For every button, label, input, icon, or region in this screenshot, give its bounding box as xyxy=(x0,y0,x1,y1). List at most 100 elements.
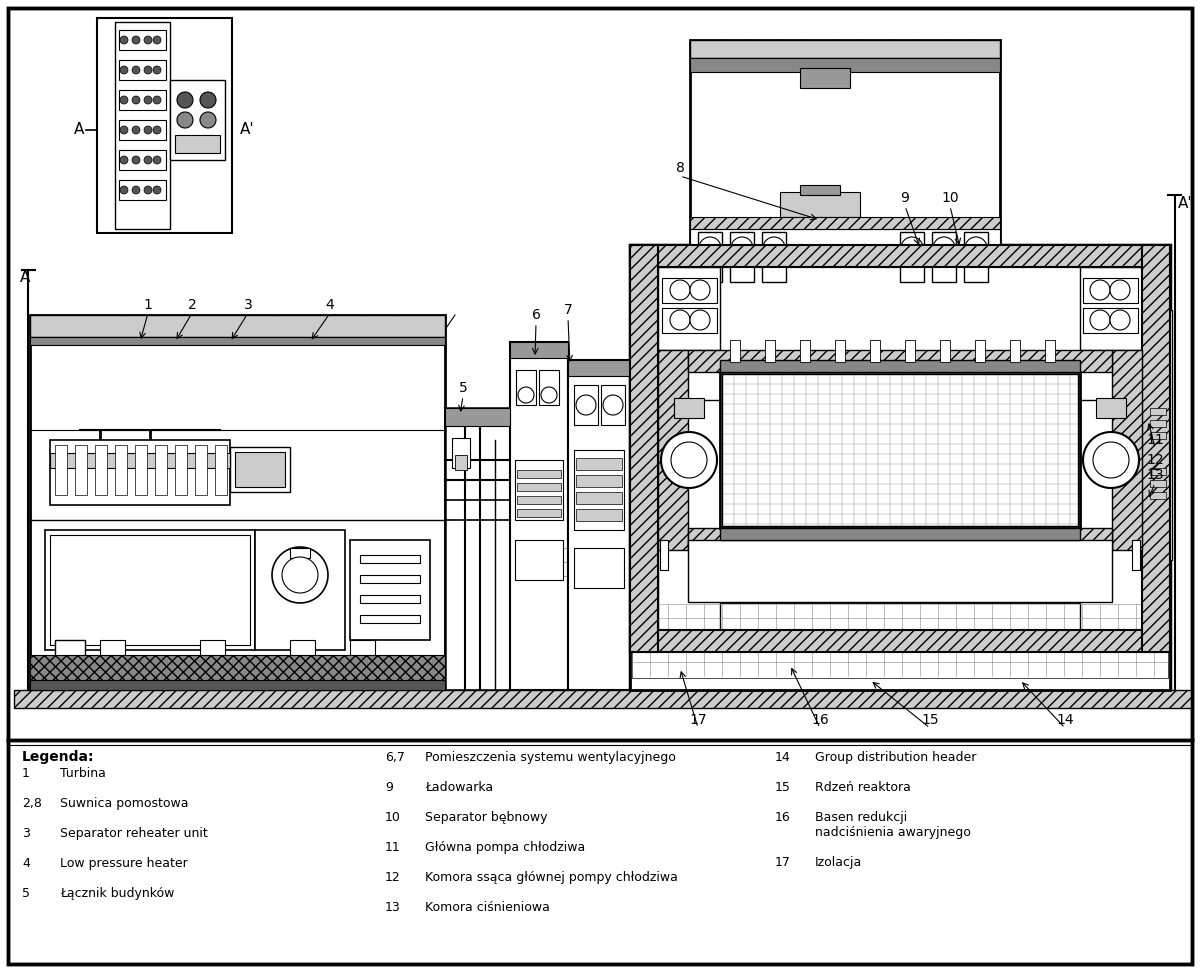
Bar xyxy=(568,360,630,690)
Polygon shape xyxy=(178,112,193,128)
Bar xyxy=(350,540,430,640)
Bar xyxy=(630,245,658,652)
Text: 1: 1 xyxy=(22,767,30,780)
Text: 10: 10 xyxy=(941,191,959,205)
Bar xyxy=(50,535,250,645)
Polygon shape xyxy=(541,387,557,403)
Bar xyxy=(50,440,230,505)
Polygon shape xyxy=(120,66,128,74)
Bar xyxy=(720,528,1080,540)
Text: 16: 16 xyxy=(811,713,829,727)
Bar xyxy=(452,438,470,468)
Bar xyxy=(445,408,510,426)
Bar xyxy=(155,445,167,495)
Text: 12: 12 xyxy=(385,871,401,884)
Polygon shape xyxy=(154,66,161,74)
Bar xyxy=(119,90,166,110)
Bar xyxy=(870,340,880,362)
Bar xyxy=(200,640,226,675)
Polygon shape xyxy=(144,96,152,104)
Bar xyxy=(576,509,622,521)
Text: Basen redukcji: Basen redukcji xyxy=(815,811,907,823)
Polygon shape xyxy=(272,547,328,603)
Bar xyxy=(46,530,256,650)
Bar xyxy=(1080,400,1142,630)
Polygon shape xyxy=(671,442,707,478)
Text: Suwnica pomostowa: Suwnica pomostowa xyxy=(60,796,188,810)
Bar xyxy=(800,68,850,88)
Text: Low pressure heater: Low pressure heater xyxy=(60,856,187,870)
Polygon shape xyxy=(120,186,128,194)
Bar xyxy=(119,150,166,170)
Text: 13: 13 xyxy=(385,900,401,914)
Text: nadciśnienia awaryjnego: nadciśnienia awaryjnego xyxy=(815,825,971,839)
Text: Turbina: Turbina xyxy=(60,767,106,780)
Bar xyxy=(688,350,1112,372)
Bar xyxy=(720,360,1080,372)
Bar xyxy=(30,680,445,690)
Polygon shape xyxy=(934,237,955,259)
Bar xyxy=(568,360,630,376)
Bar xyxy=(194,445,208,495)
Text: 3: 3 xyxy=(22,826,30,840)
Polygon shape xyxy=(731,237,754,259)
Text: 10: 10 xyxy=(385,811,401,823)
Bar xyxy=(780,192,860,217)
Polygon shape xyxy=(154,186,161,194)
Bar xyxy=(932,232,956,282)
Bar xyxy=(517,509,562,517)
Bar xyxy=(576,475,622,487)
Bar xyxy=(576,458,622,470)
Bar xyxy=(690,217,1000,229)
Bar xyxy=(350,640,374,675)
Text: A': A' xyxy=(1178,195,1193,211)
Bar xyxy=(256,530,346,650)
Bar xyxy=(674,398,704,418)
Polygon shape xyxy=(132,126,140,134)
Bar xyxy=(1132,540,1140,570)
Polygon shape xyxy=(901,237,923,259)
Bar xyxy=(1080,267,1142,350)
Bar xyxy=(630,630,1170,652)
Polygon shape xyxy=(1110,310,1130,330)
Bar xyxy=(455,455,467,470)
Text: Separator bębnowy: Separator bębnowy xyxy=(425,811,547,823)
Bar xyxy=(55,445,67,495)
Polygon shape xyxy=(120,36,128,44)
Polygon shape xyxy=(178,92,193,108)
Bar xyxy=(658,267,1142,630)
Bar xyxy=(115,445,127,495)
Bar xyxy=(1150,468,1166,475)
Bar xyxy=(515,460,563,520)
Polygon shape xyxy=(144,66,152,74)
Bar xyxy=(688,540,1112,602)
Bar xyxy=(1084,308,1138,333)
Bar xyxy=(1150,408,1166,415)
Bar xyxy=(800,340,810,362)
Polygon shape xyxy=(144,126,152,134)
Bar xyxy=(445,408,510,690)
Bar xyxy=(660,540,668,570)
Bar xyxy=(100,640,125,675)
Polygon shape xyxy=(661,432,718,488)
Bar xyxy=(30,655,445,680)
Bar xyxy=(170,80,226,160)
Bar xyxy=(1142,245,1170,652)
Bar xyxy=(1150,432,1166,439)
Bar xyxy=(1096,398,1126,418)
Bar xyxy=(134,445,148,495)
Bar xyxy=(175,135,220,153)
Bar xyxy=(940,340,950,362)
Bar xyxy=(360,555,420,563)
Text: 11: 11 xyxy=(1146,433,1164,447)
Bar xyxy=(360,575,420,583)
Polygon shape xyxy=(576,395,596,415)
Bar xyxy=(517,496,562,504)
Text: 2,8: 2,8 xyxy=(22,796,42,810)
Bar xyxy=(800,185,840,195)
Bar xyxy=(290,640,314,675)
Polygon shape xyxy=(144,186,152,194)
Polygon shape xyxy=(132,186,140,194)
Bar xyxy=(119,180,166,200)
Polygon shape xyxy=(1084,432,1139,488)
